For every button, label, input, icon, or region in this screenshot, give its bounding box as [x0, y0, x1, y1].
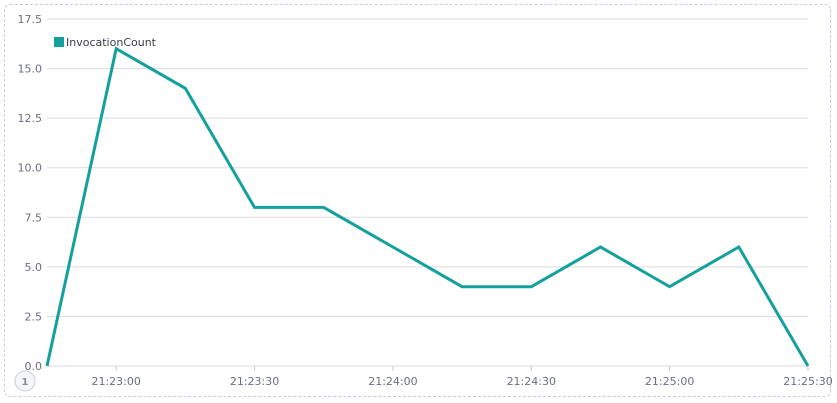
data-point[interactable] [599, 246, 602, 249]
x-tick-label: 21:25:00 [645, 375, 694, 388]
data-point[interactable] [46, 365, 49, 368]
y-tick-label: 7.5 [25, 211, 43, 224]
data-point[interactable] [391, 246, 394, 249]
y-tick-label: 10.0 [18, 162, 43, 175]
data-point[interactable] [668, 285, 671, 288]
series-line-InvocationCount[interactable] [45, 46, 810, 367]
y-tick-label: 15.0 [18, 63, 43, 76]
chart-panel [4, 4, 831, 397]
x-tick-label: 21:23:30 [230, 375, 279, 388]
data-point[interactable] [807, 365, 810, 368]
grid-lines [47, 18, 808, 367]
y-tick-label: 17.5 [18, 13, 43, 26]
data-point[interactable] [461, 285, 464, 288]
y-tick-label: 5.0 [25, 261, 43, 274]
x-tick-label: 21:24:00 [368, 375, 417, 388]
x-tick-label: 21:24:30 [507, 375, 556, 388]
page-badge-circle [14, 370, 36, 392]
page-badge-number: 1 [22, 377, 29, 388]
y-tick-label: 0.0 [25, 360, 43, 373]
y-tick-label: 2.5 [25, 310, 43, 323]
x-tick-label: 21:25:30 [783, 375, 832, 388]
data-point[interactable] [184, 87, 187, 90]
series-layer [45, 46, 810, 368]
legend-label: InvocationCount [66, 36, 157, 49]
y-tick-label: 12.5 [18, 112, 43, 125]
x-tick-label: 21:23:00 [91, 375, 140, 388]
legend-swatch [54, 37, 64, 47]
data-point[interactable] [737, 246, 740, 249]
data-point[interactable] [530, 285, 533, 288]
legend[interactable]: InvocationCount [54, 36, 157, 49]
data-point[interactable] [253, 206, 256, 209]
data-point[interactable] [322, 206, 325, 209]
axis-ticks: 0.0 2.5 5.0 7.5 10.0 12.5 15.0 17.5 21:23:00 21:2… [18, 13, 833, 388]
page-badge[interactable]: 1 [14, 370, 36, 392]
